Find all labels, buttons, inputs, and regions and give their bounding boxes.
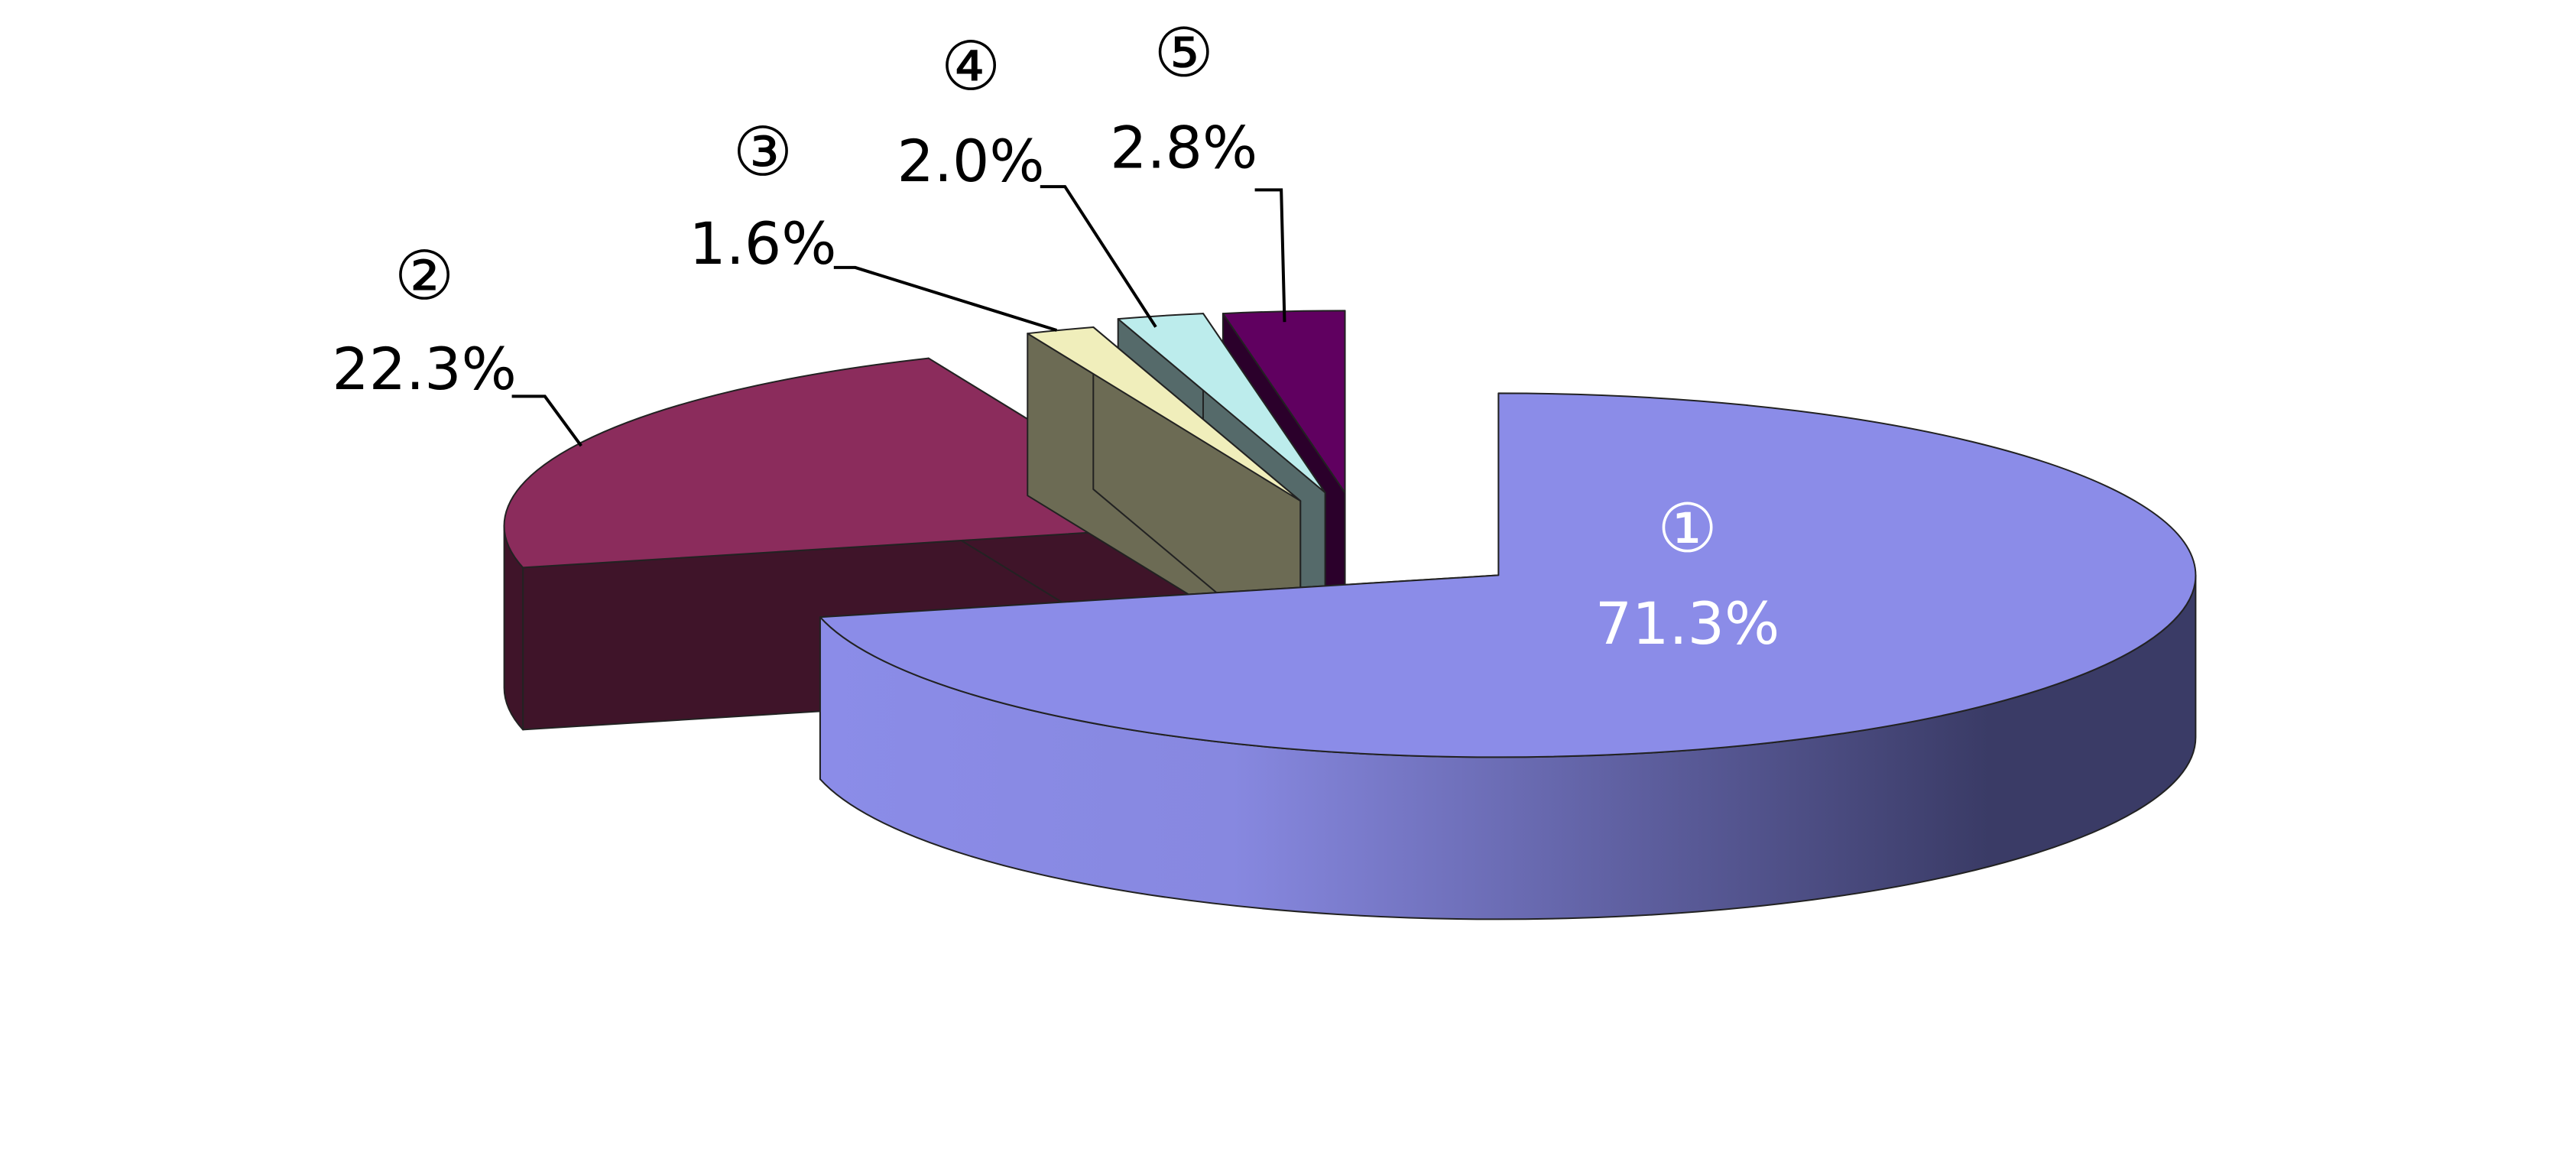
slice — [819, 392, 2197, 758]
leader-line — [511, 394, 582, 447]
category-label: ④ — [941, 27, 1001, 106]
value-label: 2.8% — [1110, 114, 1257, 182]
leader-line — [833, 265, 1057, 332]
category-label: ③ — [732, 112, 793, 191]
slice — [1027, 326, 1302, 502]
category-label: ⑤ — [1153, 14, 1214, 93]
pie — [503, 310, 2197, 920]
leader-line — [1040, 185, 1157, 328]
value-label: 71.3% — [1595, 589, 1780, 657]
labels: ① 71.3% ② 22.3% ③ 1.6% ④ 2.0% ⑤ 2.8% — [332, 14, 1780, 657]
leader-line — [1254, 188, 1286, 323]
value-label: 2.0% — [897, 127, 1045, 195]
slice — [1117, 313, 1326, 494]
value-label: 1.6% — [689, 209, 836, 278]
value-label: 22.3% — [332, 335, 516, 403]
category-label: ① — [1657, 489, 1718, 568]
category-label: ② — [394, 236, 455, 315]
